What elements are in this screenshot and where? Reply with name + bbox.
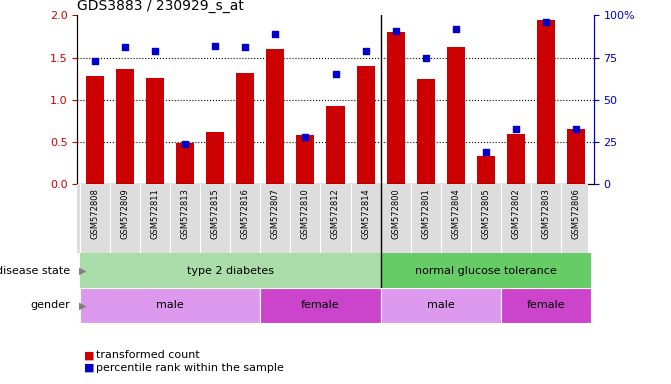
- Point: [270, 31, 280, 37]
- Text: ■: ■: [84, 350, 95, 360]
- Text: GSM572805: GSM572805: [481, 188, 491, 238]
- Point: [120, 45, 131, 51]
- Text: GSM572802: GSM572802: [511, 188, 520, 238]
- Bar: [260, 288, 380, 323]
- Text: GSM572807: GSM572807: [271, 188, 280, 238]
- Text: GSM572814: GSM572814: [361, 188, 370, 238]
- Point: [210, 43, 221, 49]
- Text: female: female: [301, 300, 340, 310]
- Text: GSM572800: GSM572800: [391, 188, 400, 238]
- Point: [180, 141, 191, 147]
- Text: male: male: [156, 300, 184, 310]
- Text: GDS3883 / 230929_s_at: GDS3883 / 230929_s_at: [77, 0, 244, 13]
- Point: [330, 71, 341, 78]
- Bar: [80, 253, 380, 288]
- Text: GSM572815: GSM572815: [211, 188, 220, 238]
- Text: ▶: ▶: [79, 266, 86, 276]
- Bar: [356, 66, 374, 184]
- Bar: [567, 129, 585, 184]
- Point: [540, 19, 551, 25]
- Text: GSM572809: GSM572809: [121, 188, 130, 238]
- Point: [240, 45, 251, 51]
- Point: [480, 149, 491, 155]
- Text: normal glucose tolerance: normal glucose tolerance: [415, 266, 556, 276]
- Point: [90, 58, 101, 64]
- Bar: [501, 288, 591, 323]
- Text: transformed count: transformed count: [96, 350, 200, 360]
- Text: GSM572806: GSM572806: [571, 188, 580, 238]
- Point: [300, 134, 311, 140]
- Bar: [386, 32, 405, 184]
- Text: GSM572813: GSM572813: [180, 188, 190, 238]
- Bar: [116, 69, 134, 184]
- Bar: [297, 135, 315, 184]
- Point: [391, 28, 401, 34]
- Text: gender: gender: [31, 300, 70, 310]
- Bar: [447, 48, 464, 184]
- Point: [420, 55, 431, 61]
- Point: [511, 126, 521, 132]
- Text: type 2 diabetes: type 2 diabetes: [187, 266, 274, 276]
- Bar: [380, 253, 591, 288]
- Point: [150, 48, 160, 54]
- Text: GSM572808: GSM572808: [91, 188, 100, 238]
- Bar: [537, 20, 555, 184]
- Bar: [146, 78, 164, 184]
- Text: GSM572812: GSM572812: [331, 188, 340, 238]
- Text: male: male: [427, 300, 454, 310]
- Bar: [417, 79, 435, 184]
- Bar: [327, 106, 344, 184]
- Text: GSM572816: GSM572816: [241, 188, 250, 238]
- Text: GSM572810: GSM572810: [301, 188, 310, 238]
- Point: [570, 126, 581, 132]
- Text: GSM572803: GSM572803: [541, 188, 550, 238]
- Bar: [176, 143, 195, 184]
- Bar: [507, 134, 525, 184]
- Point: [450, 26, 461, 32]
- Text: female: female: [527, 300, 565, 310]
- Bar: [476, 156, 495, 184]
- Text: GSM572804: GSM572804: [451, 188, 460, 238]
- Bar: [266, 49, 285, 184]
- Bar: [380, 288, 501, 323]
- Text: disease state: disease state: [0, 266, 70, 276]
- Text: ■: ■: [84, 363, 95, 373]
- Text: percentile rank within the sample: percentile rank within the sample: [96, 363, 284, 373]
- Text: GSM572801: GSM572801: [421, 188, 430, 238]
- Text: ▶: ▶: [79, 300, 86, 310]
- Bar: [207, 132, 224, 184]
- Bar: [86, 76, 104, 184]
- Bar: [80, 288, 260, 323]
- Text: GSM572811: GSM572811: [151, 188, 160, 238]
- Point: [360, 48, 371, 54]
- Bar: [236, 73, 254, 184]
